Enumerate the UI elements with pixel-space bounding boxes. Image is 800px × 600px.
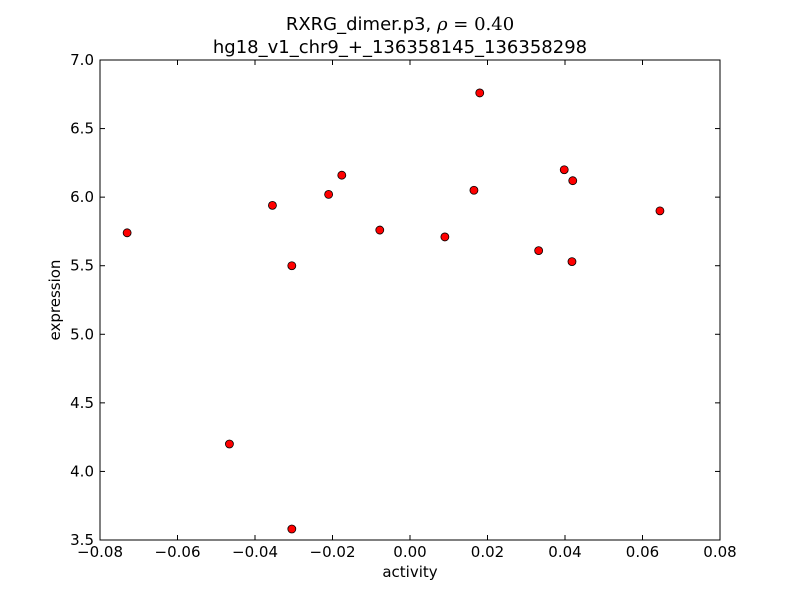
data-point xyxy=(287,524,297,534)
data-point xyxy=(655,206,665,216)
data-point xyxy=(287,261,297,271)
data-point xyxy=(534,246,544,256)
plot-area xyxy=(99,59,721,541)
data-point xyxy=(567,257,577,267)
data-point xyxy=(475,88,485,98)
chart-title: RXRG_dimer.p3, ρ = 0.40 hg18_v1_chr9_+_1… xyxy=(213,14,587,58)
x-tick-label: −0.06 xyxy=(155,543,201,561)
chart-title-line1: RXRG_dimer.p3, ρ = 0.40 xyxy=(286,14,514,35)
x-tick-label: 0.08 xyxy=(703,543,736,561)
x-tick-label: −0.04 xyxy=(232,543,278,561)
y-axis-label: expression xyxy=(46,260,64,341)
data-point xyxy=(559,165,569,175)
x-tick-label: 0.00 xyxy=(393,543,426,561)
data-point xyxy=(324,189,334,199)
x-tick-label: 0.04 xyxy=(548,543,581,561)
x-tick-label: −0.08 xyxy=(77,543,123,561)
x-axis-label: activity xyxy=(382,563,437,581)
data-point xyxy=(337,170,347,180)
data-point xyxy=(122,228,132,238)
y-tick-label: 5.0 xyxy=(70,325,94,343)
data-point xyxy=(375,225,385,235)
data-points xyxy=(122,88,665,534)
x-tick-label: 0.02 xyxy=(471,543,504,561)
y-tick-label: 5.5 xyxy=(70,257,94,275)
y-tick-label: 4.5 xyxy=(70,394,94,412)
chart-title-line2: hg18_v1_chr9_+_136358145_136358298 xyxy=(213,37,587,58)
data-point xyxy=(225,439,234,449)
x-axis-ticks: −0.08 −0.06 −0.04 −0.02 0.00 0.02 0.04 0.06 0.08 xyxy=(77,60,737,561)
x-tick-label: −0.02 xyxy=(310,543,356,561)
y-tick-label: 6.0 xyxy=(70,188,94,206)
data-point xyxy=(469,185,479,195)
y-tick-label: 4.0 xyxy=(70,462,94,480)
y-tick-label: 7.0 xyxy=(70,51,94,69)
data-point xyxy=(568,176,578,186)
data-point xyxy=(268,200,277,210)
x-tick-label: 0.06 xyxy=(626,543,659,561)
y-axis-ticks: 3.5 4.0 4.5 5.0 5.5 6.0 6.5 7.0 xyxy=(70,51,720,549)
y-tick-label: 6.5 xyxy=(70,120,94,138)
y-tick-label: 3.5 xyxy=(70,531,94,549)
data-point xyxy=(440,232,450,242)
